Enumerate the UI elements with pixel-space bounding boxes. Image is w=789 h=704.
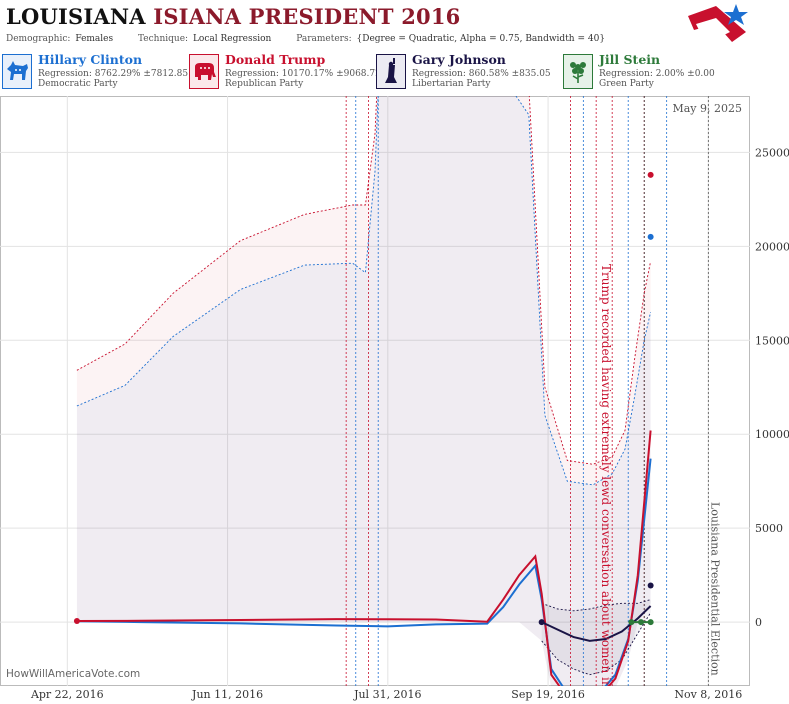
elephant-icon (189, 54, 219, 89)
candidate-party: Republican Party (225, 79, 304, 89)
data-point (73, 617, 80, 624)
parameters-value: {Degree = Quadratic, Alpha = 0.75, Bandw… (356, 34, 606, 44)
confidence-band-trump (76, 96, 651, 686)
y-tick-label: 0 (755, 616, 762, 629)
credit-text: HowWillAmericaVote.com (6, 668, 141, 680)
y-tick-label: 20000 (755, 240, 789, 253)
date-label: May 9, 2025 (672, 102, 742, 115)
annotation-election: Louisiana Presidential Election (708, 502, 721, 676)
title-part-1: LOUISIANA (6, 4, 146, 29)
series-line-clinton (76, 458, 652, 686)
y-tick-label: 10000 (755, 428, 789, 441)
chart-parameters: Demographic: Females Technique: Local Re… (6, 34, 607, 44)
candidate-regression: Regression: 860.58% ±835.05 (412, 69, 551, 79)
plot-area: Trump recorded having extremely lewd con… (73, 96, 721, 704)
x-tick-label: Apr 22, 2016 (30, 688, 104, 701)
y-tick-label: 5000 (755, 522, 783, 535)
y-tick-label: 25000 (755, 146, 789, 159)
candidate-card-clinton: Hillary Clinton Regression: 8762.29% ±78… (2, 52, 188, 92)
page-title: LOUISIANA ISIANA PRESIDENT 2016 (6, 4, 460, 29)
candidate-regression: Regression: 2.00% ±0.00 (599, 69, 715, 79)
candidate-regression: Regression: 10170.17% ±9068.72 (225, 69, 381, 79)
candidate-party: Libertarian Party (412, 79, 491, 89)
title-part-2: ISIANA PRESIDENT 2016 (153, 4, 461, 29)
flower-icon (563, 54, 593, 89)
data-point (647, 582, 654, 589)
upper-bound-clinton (76, 96, 652, 486)
candidate-party: Green Party (599, 79, 654, 89)
candidate-name: Jill Stein (599, 52, 661, 67)
confidence-band-clinton (76, 96, 651, 686)
parameters-label: Parameters: (296, 34, 352, 44)
candidate-regression: Regression: 8762.29% ±7812.85 (38, 69, 189, 79)
candidate-name: Donald Trump (225, 52, 326, 67)
donkey-icon (2, 54, 32, 89)
upper-bound-johnson (541, 599, 651, 612)
demographic-value: Females (75, 34, 114, 44)
data-point (628, 619, 635, 626)
data-point (647, 619, 654, 626)
lower-bound-johnson (541, 612, 651, 676)
x-tick-label: Sep 19, 2016 (511, 688, 585, 701)
x-tick-label: Jun 11, 2016 (191, 688, 263, 701)
series-line-johnson (541, 605, 652, 642)
statue-of-liberty-icon (376, 54, 406, 89)
data-point (538, 619, 545, 626)
plot-frame (0, 96, 750, 686)
upper-bound-trump (76, 96, 652, 465)
x-tick-label: Nov 8, 2016 (674, 688, 742, 701)
demographic-label: Demographic: (6, 34, 71, 44)
candidate-name: Hillary Clinton (38, 52, 143, 67)
annotation-lewd-tape: Trump recorded having extremely lewd con… (599, 264, 613, 704)
data-point (647, 233, 654, 240)
candidate-party: Democratic Party (38, 79, 118, 89)
data-point (647, 171, 654, 178)
technique-value: Local Regression (192, 34, 272, 44)
candidate-name: Gary Johnson (412, 52, 506, 67)
y-tick-label: 15000 (755, 334, 789, 347)
site-logo-icon (688, 4, 748, 42)
x-tick-label: Jul 31, 2016 (353, 688, 422, 701)
candidate-card-johnson: Gary Johnson Regression: 860.58% ±835.05… (376, 52, 554, 92)
candidate-card-stein: Jill Stein Regression: 2.00% ±0.00 Green… (563, 52, 741, 92)
series-line-trump (76, 430, 652, 686)
candidate-card-trump: Donald Trump Regression: 10170.17% ±9068… (189, 52, 381, 92)
technique-label: Technique: (138, 34, 189, 44)
data-point (638, 619, 645, 626)
